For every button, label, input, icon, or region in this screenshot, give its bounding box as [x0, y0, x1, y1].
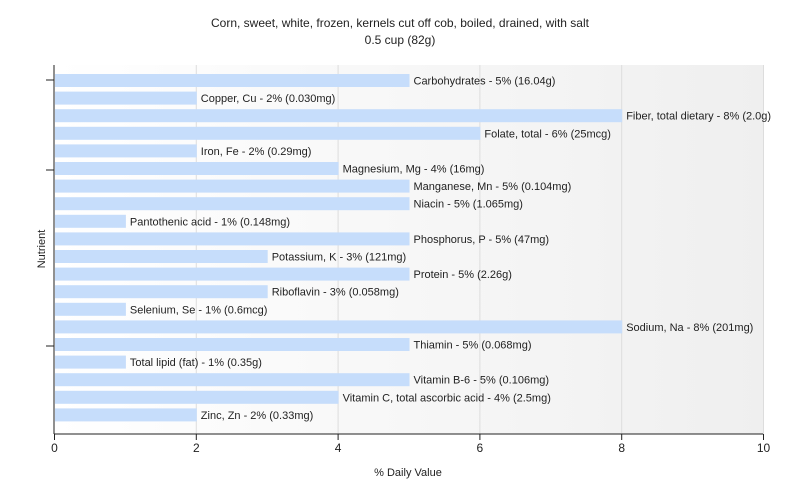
bars — [55, 74, 623, 422]
y-axis-title: Nutrient — [36, 230, 48, 269]
plot-background — [54, 65, 763, 434]
x-axis-title: % Daily Value — [374, 467, 442, 479]
x-tick-label: 2 — [193, 441, 200, 455]
bar — [55, 338, 410, 351]
bar-label: Niacin - 5% (1.065mg) — [414, 199, 523, 211]
axes — [46, 65, 763, 435]
bar — [55, 144, 197, 158]
bar-label: Riboflavin - 3% (0.058mg) — [272, 287, 399, 299]
bar-label: Manganese, Mn - 5% (0.104mg) — [414, 181, 572, 193]
bar-label: Zinc, Zn - 2% (0.33mg) — [201, 410, 313, 422]
bar — [55, 267, 410, 281]
bar-label: Potassium, K - 3% (121mg) — [272, 252, 407, 264]
bar — [55, 232, 410, 246]
x-ticks: 0 2 4 6 8 10 — [51, 434, 770, 455]
bar — [55, 355, 126, 369]
bar — [55, 285, 268, 299]
bar — [55, 373, 410, 387]
x-tick-label: 8 — [618, 441, 625, 455]
bar-label: Total lipid (fat) - 1% (0.35g) — [130, 357, 262, 369]
chart-title: Corn, sweet, white, frozen, kernels cut … — [211, 16, 590, 30]
bar — [55, 408, 197, 422]
x-tick-label: 10 — [757, 441, 771, 455]
bar-label: Carbohydrates - 5% (16.04g) — [414, 76, 556, 88]
bar — [55, 197, 410, 211]
bar — [55, 126, 481, 140]
bar-label: Folate, total - 6% (25mcg) — [484, 128, 611, 140]
bar-label: Copper, Cu - 2% (0.030mg) — [201, 93, 336, 105]
bar — [55, 250, 268, 263]
bar-label: Fiber, total dietary - 8% (2.0g) — [626, 111, 771, 123]
bar-label: Protein - 5% (2.26g) — [414, 269, 512, 281]
bar-label: Magnesium, Mg - 4% (16mg) — [343, 164, 485, 176]
bar — [55, 390, 339, 404]
x-tick-label: 4 — [335, 441, 342, 455]
bar — [55, 214, 126, 228]
bar — [55, 74, 410, 87]
chart-subtitle: 0.5 cup (82g) — [365, 33, 436, 47]
bar-label: Vitamin C, total ascorbic acid - 4% (2.5… — [343, 392, 551, 404]
bar — [55, 302, 126, 316]
bar — [55, 91, 197, 105]
bar — [55, 109, 623, 123]
grid-lines — [195, 65, 764, 434]
bar-label: Selenium, Se - 1% (0.6mcg) — [130, 304, 268, 316]
bar-label: Phosphorus, P - 5% (47mg) — [414, 234, 550, 246]
bar-label: Thiamin - 5% (0.068mg) — [414, 340, 532, 352]
bar-labels: Carbohydrates - 5% (16.04g) Copper, Cu - … — [130, 76, 771, 422]
bar-label: Pantothenic acid - 1% (0.148mg) — [130, 216, 290, 228]
bar — [55, 162, 339, 175]
bar-label: Sodium, Na - 8% (201mg) — [626, 322, 753, 334]
bar-label: Iron, Fe - 2% (0.29mg) — [201, 146, 312, 158]
x-tick-label: 6 — [477, 441, 484, 455]
bar — [55, 320, 623, 334]
x-tick-label: 0 — [51, 441, 58, 455]
bar-label: Vitamin B-6 - 5% (0.106mg) — [414, 375, 550, 387]
bar — [55, 179, 410, 193]
